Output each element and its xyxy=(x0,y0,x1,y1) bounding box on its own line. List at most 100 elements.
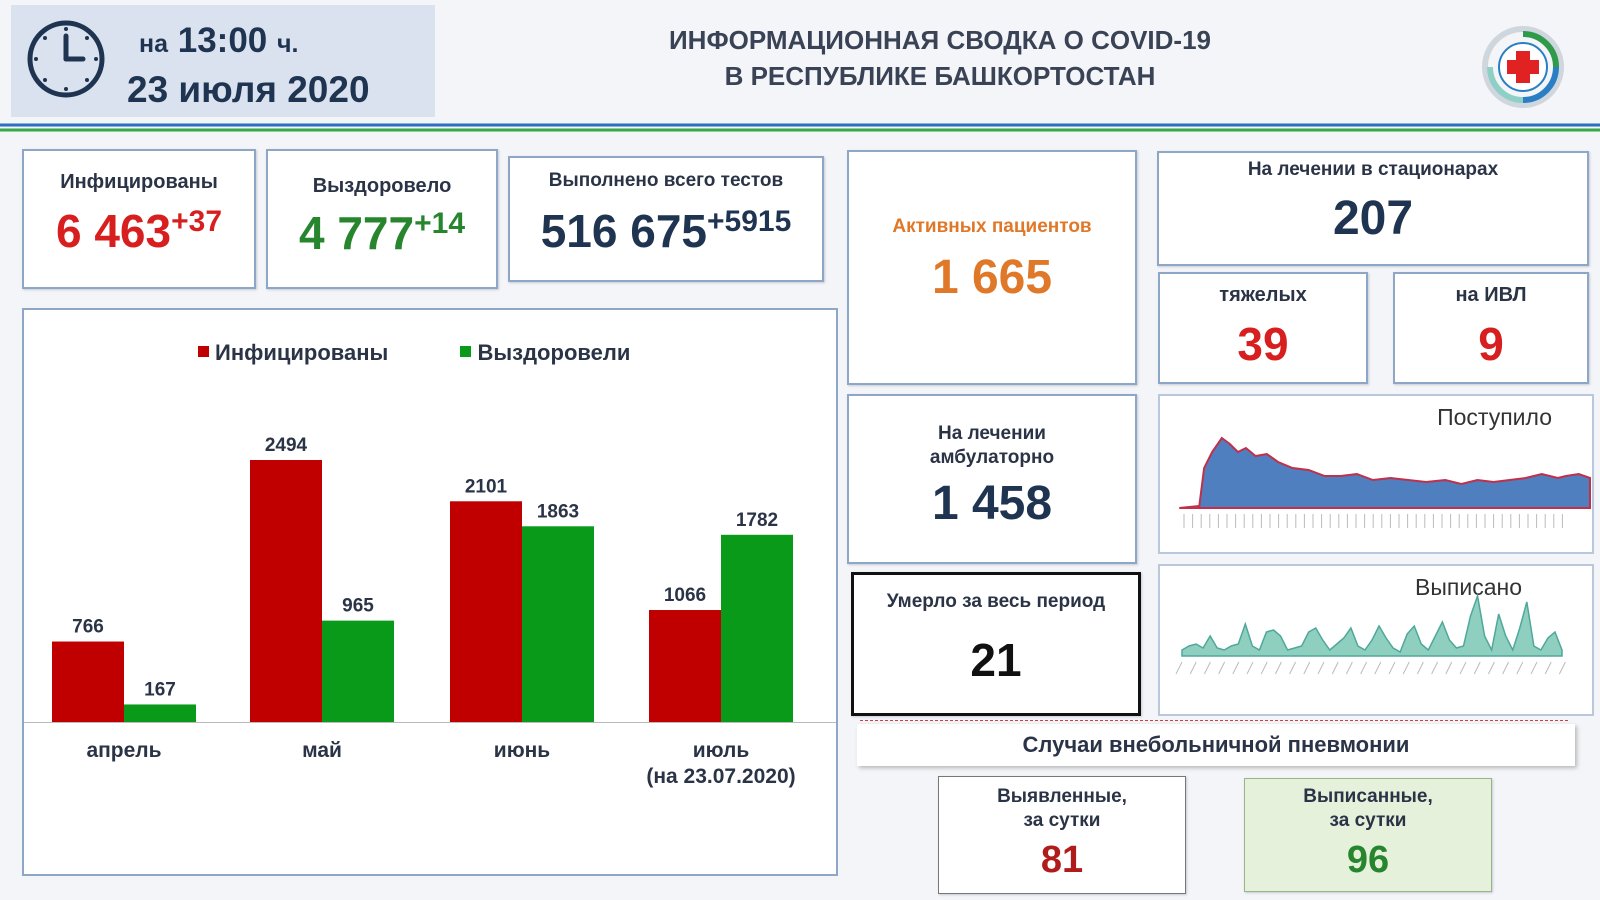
discharged-date-tick xyxy=(1331,661,1339,675)
legend-swatch-infected xyxy=(198,346,209,357)
discharged-date-tick xyxy=(1232,661,1240,675)
data-label-recovered-1: 965 xyxy=(342,596,374,617)
health-ministry-logo-icon xyxy=(1482,26,1564,108)
discharged-date-tick xyxy=(1445,661,1453,675)
data-label-infected-2: 2101 xyxy=(465,476,508,497)
chart-legend: Инфицированы Выздоровели xyxy=(198,340,630,366)
recovered-value: 4 777+14 xyxy=(298,207,465,259)
hospital-label: На лечении в стационарах xyxy=(1247,159,1499,180)
bar-recovered-3 xyxy=(721,534,793,722)
hospital-card: На лечении в стационарах 207 xyxy=(1157,151,1589,266)
header-separator xyxy=(0,123,1600,132)
category-label-0: апрель xyxy=(86,739,161,762)
clock-icon xyxy=(27,20,105,98)
active-patients-value: 1 665 xyxy=(931,251,1053,304)
category-label-3: июль xyxy=(693,739,750,762)
legend-swatch-recovered xyxy=(460,346,472,357)
pneumonia-discharged-card: Выписанные, за сутки 96 xyxy=(1244,778,1492,892)
discharged-area-chart xyxy=(1175,593,1566,675)
discharged-date-tick xyxy=(1530,661,1538,675)
legend-label-infected: Инфицированы xyxy=(215,340,389,365)
recovered-card: Выздоровело 4 777+14 xyxy=(266,149,498,289)
data-label-recovered-0: 167 xyxy=(144,679,176,700)
tests-value: 516 675+5915 xyxy=(540,205,792,257)
monthly-bar-chart: 766 167 апрель 2494 965 май 2101 1863 июнь 1066 17… xyxy=(24,435,836,788)
discharged-date-tick xyxy=(1274,661,1282,675)
deaths-label: Умерло за весь период xyxy=(886,591,1106,612)
tests-delta: +5915 xyxy=(707,205,792,238)
discharged-date-tick xyxy=(1431,661,1439,675)
admitted-area xyxy=(1179,436,1591,509)
tests-card: Выполнено всего тестов 516 675+5915 xyxy=(508,156,824,282)
pneumonia-title: Случаи внебольничной пневмонии xyxy=(857,724,1575,766)
data-label-recovered-2: 1863 xyxy=(537,501,579,522)
discharged-sparkline-title: Выписано xyxy=(1415,574,1522,600)
active-patients-label: Активных пациентов xyxy=(892,216,1092,237)
pneumonia-detected-value: 81 xyxy=(1040,839,1084,881)
infected-value: 6 463+37 xyxy=(55,205,222,257)
pneumonia-detected-label: Выявленные, за сутки xyxy=(997,786,1127,831)
tests-label: Выполнено всего тестов xyxy=(548,170,784,191)
bar-recovered-2 xyxy=(522,526,594,722)
discharged-date-tick xyxy=(1260,661,1268,675)
discharged-date-tick xyxy=(1558,661,1566,675)
outpatient-card: На лечении амбулаторно 1 458 xyxy=(847,394,1137,564)
category-label-1: май xyxy=(302,739,342,762)
discharged-date-tick xyxy=(1402,661,1410,675)
data-label-infected-3: 1066 xyxy=(664,585,706,606)
discharged-date-tick xyxy=(1459,661,1467,675)
discharged-date-tick xyxy=(1317,661,1325,675)
monthly-bar-chart-panel: Инфицированы Выздоровели 766 167 апрель 249… xyxy=(22,308,838,876)
infected-label: Инфицированы xyxy=(60,171,218,193)
discharged-date-tick xyxy=(1487,661,1495,675)
report-date: 23 июля 2020 xyxy=(127,69,370,110)
severe-value: 39 xyxy=(1237,318,1289,370)
admitted-area-chart xyxy=(1179,436,1591,528)
data-label-infected-0: 766 xyxy=(72,617,104,638)
discharged-area xyxy=(1181,593,1563,657)
discharged-date-tick xyxy=(1203,661,1211,675)
discharged-date-tick xyxy=(1360,661,1368,675)
deaths-card: Умерло за весь период 21 xyxy=(851,572,1141,716)
discharged-date-tick xyxy=(1289,661,1297,675)
outpatient-label: На лечении амбулаторно xyxy=(929,423,1055,468)
legend-label-recovered: Выздоровели xyxy=(477,340,631,365)
discharged-date-tick xyxy=(1189,661,1197,675)
category-label-2: июнь xyxy=(494,739,551,762)
discharged-date-tick xyxy=(1303,661,1311,675)
infected-delta: +37 xyxy=(171,205,222,238)
outpatient-value: 1 458 xyxy=(931,477,1053,530)
data-label-recovered-3: 1782 xyxy=(736,510,778,531)
hospital-value: 207 xyxy=(1332,192,1414,245)
discharged-date-tick xyxy=(1516,661,1524,675)
discharged-date-tick xyxy=(1374,661,1382,675)
discharged-date-tick xyxy=(1502,661,1510,675)
recovered-delta: +14 xyxy=(414,207,465,240)
discharged-date-tick xyxy=(1175,661,1183,675)
severe-label: тяжелых xyxy=(1219,284,1307,306)
bar-recovered-0 xyxy=(124,704,196,722)
pneumonia-detected-card: Выявленные, за сутки 81 xyxy=(938,776,1186,894)
ventilator-card: на ИВЛ 9 xyxy=(1393,272,1589,384)
infected-card: Инфицированы 6 463+37 xyxy=(22,149,256,289)
pneumonia-discharged-label: Выписанные, за сутки xyxy=(1303,786,1433,831)
ventilator-value: 9 xyxy=(1478,318,1504,370)
category-sublabel-3: (на 23.07.2020) xyxy=(646,765,795,788)
discharged-date-tick xyxy=(1473,661,1481,675)
discharged-sparkline-panel: Выписано xyxy=(1158,564,1594,716)
deaths-value: 21 xyxy=(970,634,1022,686)
bar-recovered-1 xyxy=(322,620,394,722)
admitted-sparkline-panel: Поступило xyxy=(1158,394,1594,554)
bar-infected-3 xyxy=(649,610,721,722)
pneumonia-discharged-value: 96 xyxy=(1346,839,1390,881)
pneumonia-divider xyxy=(860,720,1568,721)
discharged-date-tick xyxy=(1544,661,1552,675)
active-patients-card: Активных пациентов 1 665 xyxy=(847,150,1137,385)
discharged-date-tick xyxy=(1246,661,1254,675)
ventilator-label: на ИВЛ xyxy=(1455,284,1527,306)
report-time: на 13:00 ч. xyxy=(139,21,299,60)
admitted-sparkline-title: Поступило xyxy=(1437,404,1552,430)
report-datetime-panel: на 13:00 ч. 23 июля 2020 xyxy=(11,5,435,117)
discharged-date-tick xyxy=(1416,661,1424,675)
discharged-date-tick xyxy=(1218,661,1226,675)
